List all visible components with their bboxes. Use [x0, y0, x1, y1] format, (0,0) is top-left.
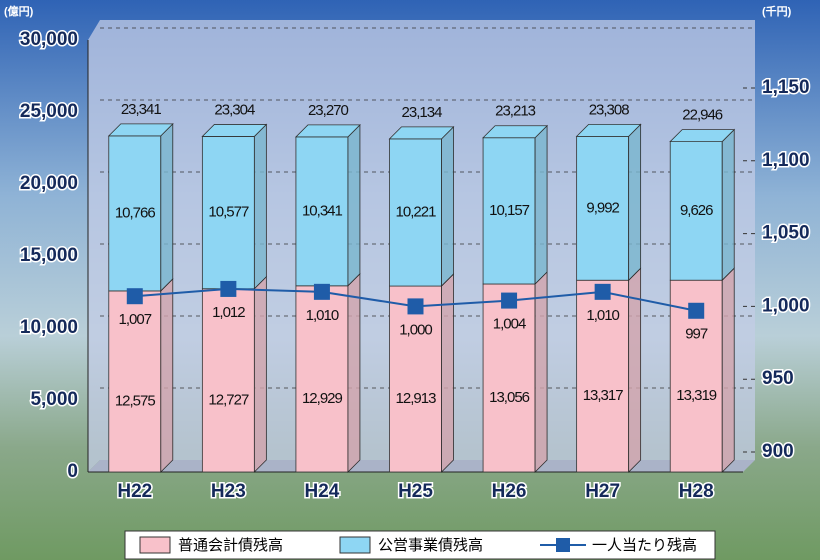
bar-value-label: 10,157	[489, 202, 530, 219]
legend-label: 公営事業債残高	[378, 537, 483, 554]
y2-tick-label: 1,000	[762, 295, 810, 316]
y-tick-label: 15,000	[20, 245, 78, 266]
bar-top	[669, 129, 736, 142]
bar-value-label: 10,341	[302, 202, 343, 219]
legend	[124, 530, 716, 560]
x-tick-label: H22	[117, 481, 152, 502]
bar-side	[347, 272, 361, 473]
bar-value-label: 10,766	[115, 204, 156, 221]
line-marker	[688, 302, 705, 319]
bar-value-label: 13,056	[489, 389, 530, 406]
bar-side	[441, 125, 454, 288]
legend-label: 一人当たり残高	[592, 537, 697, 554]
total-label: 23,308	[589, 101, 630, 118]
bar-top	[482, 125, 549, 139]
bar-segment	[201, 288, 255, 473]
bar-value-label: 12,913	[396, 390, 437, 407]
line-marker	[501, 292, 518, 309]
bar-value-label: 12,929	[302, 390, 343, 407]
y-unit: (億円)	[4, 4, 34, 18]
x-tick-label: H25	[398, 481, 433, 502]
bar-top	[107, 123, 174, 137]
total-label: 23,304	[214, 101, 255, 118]
total-label: 22,946	[682, 107, 723, 124]
bar-value-label: 9,992	[586, 199, 619, 216]
line-value-label: 1,004	[493, 316, 526, 333]
line-marker	[594, 283, 611, 300]
line-value-label: 1,010	[306, 307, 339, 324]
line-marker	[220, 280, 237, 297]
bar-top	[294, 124, 361, 138]
line-value-label: 997	[685, 326, 708, 343]
y-tick-label: 5,000	[30, 389, 78, 410]
bar-value-label: 12,575	[115, 392, 156, 409]
line-value-label: 1,000	[399, 321, 432, 338]
bar-segment	[482, 283, 536, 473]
y2-tick-label: 1,100	[762, 150, 810, 171]
bar-side	[534, 271, 548, 473]
bar-top	[575, 123, 642, 137]
bar-value-label: 10,221	[396, 203, 437, 220]
bar-value-label: 13,319	[676, 387, 717, 404]
total-label: 23,341	[121, 101, 162, 118]
line-value-label: 1,012	[212, 304, 245, 321]
legend-label: 普通会計債残高	[178, 537, 283, 554]
y-tick-label: 20,000	[20, 173, 78, 194]
legend-swatch	[339, 536, 371, 554]
line-marker	[313, 283, 330, 300]
x-tick-label: H23	[211, 481, 246, 502]
bar-side	[721, 128, 735, 282]
x-tick-label: H26	[492, 481, 527, 502]
bar-top	[201, 124, 268, 137]
bar-side	[160, 277, 174, 473]
total-label: 23,213	[495, 103, 536, 120]
bar-segment	[576, 135, 630, 281]
bar-value-label: 12,727	[208, 391, 249, 408]
bar-value-label: 10,577	[208, 204, 249, 221]
legend-swatch	[139, 536, 171, 554]
bar-top	[388, 126, 455, 140]
bar-side	[253, 123, 267, 290]
total-label: 23,134	[402, 104, 443, 121]
bar-segment	[295, 285, 349, 473]
y2-unit: (千円)	[762, 4, 792, 18]
y-tick-label: 10,000	[20, 317, 78, 338]
line-value-label: 1,007	[119, 311, 152, 328]
bar-side	[721, 267, 735, 473]
x-tick-label: H27	[585, 481, 620, 502]
bar-segment	[389, 138, 442, 287]
y2-tick-label: 1,150	[762, 77, 810, 98]
bar-segment	[576, 279, 630, 473]
bar-side	[253, 275, 267, 473]
y-tick-label: 30,000	[20, 29, 78, 50]
y2-tick-label: 950	[762, 368, 794, 389]
bar-side	[534, 124, 548, 285]
y-tick-label: 25,000	[20, 101, 78, 122]
line-value-label: 1,010	[586, 307, 619, 324]
y-tick-label: 0	[67, 461, 78, 482]
bar-segment	[295, 136, 349, 287]
line-marker	[126, 288, 143, 305]
x-tick-label: H24	[304, 481, 339, 502]
legend-marker	[556, 538, 570, 552]
y2-tick-label: 900	[762, 441, 794, 462]
bar-segment	[108, 290, 162, 473]
bar-side	[160, 122, 174, 292]
bar-value-label: 9,626	[680, 202, 713, 219]
bar-value-label: 13,317	[583, 387, 624, 404]
bar-side	[347, 123, 361, 287]
total-label: 23,270	[308, 102, 349, 119]
line-marker	[407, 298, 424, 315]
x-tick-label: H28	[679, 481, 714, 502]
bar-side	[628, 123, 642, 282]
bar-segment	[669, 141, 723, 281]
y2-tick-label: 1,050	[762, 223, 810, 244]
bar-segment	[389, 285, 442, 473]
